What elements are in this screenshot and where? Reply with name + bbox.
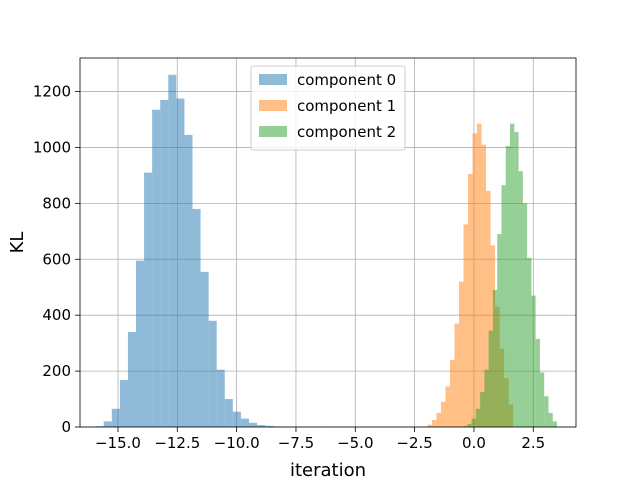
histogram-bar <box>467 424 472 427</box>
x-axis-label: iteration <box>290 460 366 480</box>
legend-swatch-component-0 <box>259 74 287 85</box>
y-tick-label: 0 <box>61 418 71 436</box>
x-tick-label: −15.0 <box>95 434 141 452</box>
histogram-bar <box>449 359 455 427</box>
histogram-bar <box>505 146 511 427</box>
legend-label-component-0: component 0 <box>297 71 396 89</box>
histogram-bar <box>152 109 161 427</box>
histogram-bar <box>477 123 482 428</box>
x-tick-label: −10.0 <box>214 434 260 452</box>
histogram-bar <box>445 386 450 427</box>
histogram-bar <box>492 290 498 427</box>
x-tick-label: 0.0 <box>462 434 486 452</box>
histogram-bar <box>488 330 493 427</box>
histogram-bar <box>535 338 540 427</box>
histogram-bar <box>431 420 437 427</box>
x-tick-label: −7.5 <box>278 434 314 452</box>
histogram-bar <box>463 224 469 427</box>
histogram-bar <box>119 380 128 427</box>
histogram-bar <box>531 295 536 427</box>
axes-frame <box>79 57 577 428</box>
legend-swatch-component-2 <box>259 126 287 137</box>
legend: component 0 component 1 component 2 <box>250 65 406 151</box>
histogram-bar <box>95 426 104 427</box>
histogram-bar <box>103 421 112 427</box>
y-axis: 0 200 400 600 800 1000 1200 <box>33 83 80 436</box>
y-tick-label: 400 <box>42 306 71 324</box>
histogram-bar <box>527 257 532 427</box>
histogram-bar <box>248 422 258 427</box>
histogram-bar <box>216 369 225 427</box>
y-tick-label: 1000 <box>33 138 71 156</box>
legend-box <box>250 65 406 151</box>
x-tick-label: 2.5 <box>521 434 545 452</box>
histogram-bar <box>168 74 177 427</box>
x-tick-label: −2.5 <box>396 434 432 452</box>
histogram-bar <box>265 425 274 427</box>
histogram-bar <box>552 421 558 427</box>
x-tick-label: −12.5 <box>154 434 200 452</box>
histogram-bar <box>463 426 468 427</box>
histogram-bar <box>514 132 519 428</box>
histogram-bar <box>440 401 446 427</box>
histogram-bar <box>486 190 491 427</box>
histogram-bar <box>427 424 432 427</box>
histogram-bar <box>160 99 169 427</box>
histogram-bars <box>95 74 558 428</box>
histogram-bar <box>144 172 153 427</box>
histogram-bar <box>518 171 523 427</box>
histogram-bar <box>136 260 145 427</box>
legend-label-component-1: component 1 <box>297 97 396 115</box>
histogram-bar <box>111 408 120 427</box>
histogram-bar <box>454 323 460 427</box>
histogram-bar <box>481 144 487 427</box>
y-tick-label: 1200 <box>33 83 71 101</box>
histogram-bar <box>232 411 241 427</box>
histogram-bar <box>522 203 528 427</box>
histogram-bar <box>480 392 485 427</box>
series-component-0 <box>95 74 330 427</box>
histogram-bar <box>176 98 185 427</box>
histogram-bar <box>497 234 502 427</box>
histogram-bar <box>468 174 473 427</box>
histogram-bar <box>484 369 489 427</box>
histogram-bar <box>224 399 233 427</box>
histogram-bar <box>472 133 478 427</box>
y-tick-label: 200 <box>42 362 71 380</box>
histogram-bar <box>240 418 249 427</box>
histogram-bar <box>257 425 266 427</box>
histogram-bar <box>539 372 545 427</box>
series-component-2 <box>463 123 558 428</box>
y-tick-label: 800 <box>42 194 71 212</box>
histogram-bar <box>436 413 441 427</box>
histogram-bar <box>471 418 476 427</box>
histogram-bar <box>501 185 506 427</box>
histogram-bar <box>208 320 217 427</box>
legend-swatch-component-1 <box>259 100 287 111</box>
histogram-bar <box>475 408 481 427</box>
y-axis-label: KL <box>7 232 28 254</box>
y-tick-label: 600 <box>42 250 71 268</box>
histogram-bar <box>200 271 209 427</box>
histogram-bar <box>127 331 137 427</box>
x-tick-label: −5.0 <box>337 434 373 452</box>
histogram-bar <box>510 123 515 428</box>
histogram-bar <box>544 396 549 427</box>
x-axis: −15.0 −12.5 −10.0 −7.5 −5.0 −2.5 0.0 2.5 <box>95 427 545 452</box>
legend-label-component-2: component 2 <box>297 123 396 141</box>
histogram-bar <box>192 208 201 427</box>
histogram-bar <box>459 281 464 427</box>
plot-area <box>79 57 577 428</box>
histogram-bar <box>184 134 193 427</box>
histogram-bar <box>548 413 553 427</box>
